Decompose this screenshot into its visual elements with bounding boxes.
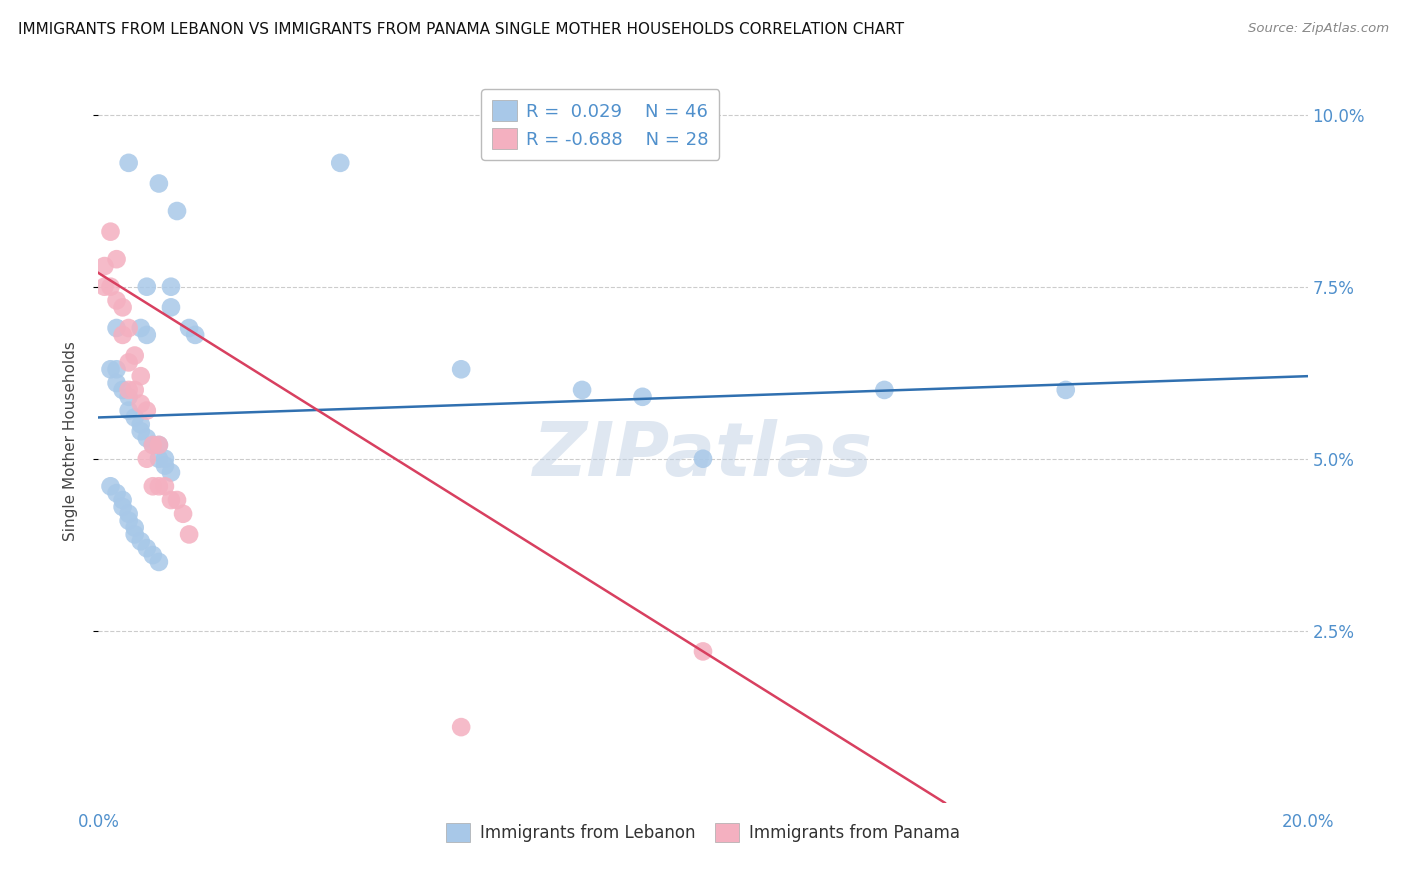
Point xyxy=(100,279,122,293)
Legend: Immigrants from Lebanon, Immigrants from Panama: Immigrants from Lebanon, Immigrants from… xyxy=(440,816,966,848)
Point xyxy=(142,479,165,493)
Point xyxy=(105,362,128,376)
Point xyxy=(105,376,128,390)
Point xyxy=(118,514,141,528)
Point xyxy=(450,362,472,376)
Point xyxy=(571,383,593,397)
Point xyxy=(105,321,128,335)
Point xyxy=(129,534,152,549)
Point xyxy=(631,390,654,404)
Point xyxy=(124,527,146,541)
Point xyxy=(111,383,134,397)
Point xyxy=(124,520,146,534)
Text: IMMIGRANTS FROM LEBANON VS IMMIGRANTS FROM PANAMA SINGLE MOTHER HOUSEHOLDS CORRE: IMMIGRANTS FROM LEBANON VS IMMIGRANTS FR… xyxy=(18,22,904,37)
Point xyxy=(184,327,207,342)
Point xyxy=(160,279,183,293)
Point xyxy=(142,438,165,452)
Point xyxy=(129,417,152,432)
Point xyxy=(129,397,152,411)
Point xyxy=(160,301,183,315)
Point xyxy=(129,369,152,384)
Point xyxy=(111,301,134,315)
Point xyxy=(160,493,183,508)
Text: ZIPatlas: ZIPatlas xyxy=(533,419,873,492)
Text: Source: ZipAtlas.com: Source: ZipAtlas.com xyxy=(1249,22,1389,36)
Point xyxy=(105,252,128,267)
Point xyxy=(118,383,141,397)
Point xyxy=(124,383,146,397)
Point xyxy=(100,479,122,493)
Point xyxy=(118,355,141,369)
Point xyxy=(166,493,188,508)
Point xyxy=(105,293,128,308)
Point xyxy=(135,327,157,342)
Point xyxy=(148,438,170,452)
Point xyxy=(692,451,714,466)
Point xyxy=(166,204,188,219)
Point xyxy=(153,479,176,493)
Point xyxy=(179,321,201,335)
Point xyxy=(148,479,170,493)
Point xyxy=(118,156,141,170)
Point xyxy=(148,438,170,452)
Point xyxy=(100,362,122,376)
Point xyxy=(142,548,165,562)
Point xyxy=(179,527,201,541)
Point xyxy=(105,486,128,500)
Point xyxy=(135,451,157,466)
Point xyxy=(118,403,141,417)
Point xyxy=(135,541,157,556)
Point xyxy=(153,451,176,466)
Point xyxy=(148,555,170,569)
Point xyxy=(160,466,183,480)
Point xyxy=(111,327,134,342)
Point xyxy=(450,720,472,734)
Point xyxy=(172,507,194,521)
Point xyxy=(111,493,134,508)
Point xyxy=(142,438,165,452)
Point xyxy=(100,225,122,239)
Point xyxy=(111,500,134,514)
Point xyxy=(124,410,146,425)
Point xyxy=(118,507,141,521)
Point xyxy=(118,390,141,404)
Point xyxy=(93,279,115,293)
Point xyxy=(1054,383,1077,397)
Point xyxy=(135,279,157,293)
Y-axis label: Single Mother Households: Single Mother Households xyxy=(63,342,77,541)
Point xyxy=(129,321,152,335)
Point xyxy=(153,458,176,473)
Point xyxy=(118,321,141,335)
Point xyxy=(873,383,896,397)
Point xyxy=(93,259,115,273)
Point xyxy=(135,431,157,445)
Point xyxy=(129,424,152,438)
Point xyxy=(692,644,714,658)
Point xyxy=(135,403,157,417)
Point xyxy=(148,177,170,191)
Point xyxy=(329,156,352,170)
Point xyxy=(124,349,146,363)
Point xyxy=(148,451,170,466)
